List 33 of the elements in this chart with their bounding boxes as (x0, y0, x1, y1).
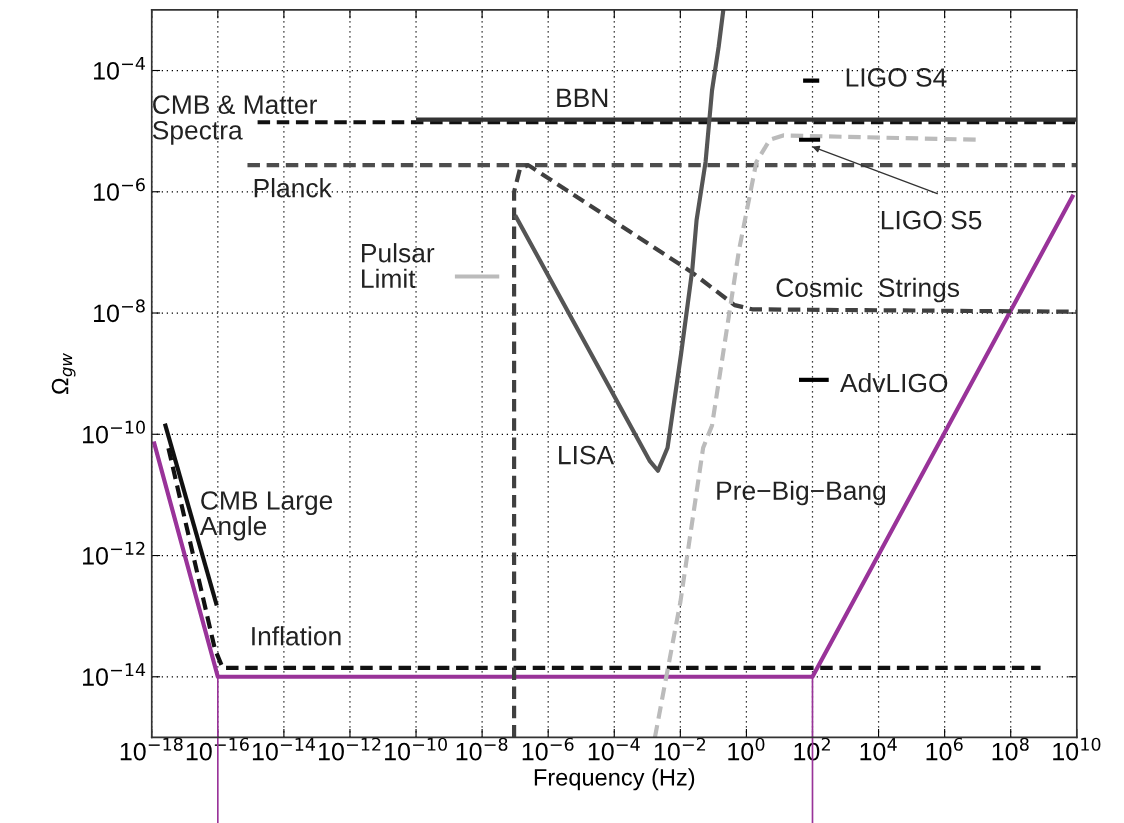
x-tick-label: 10$^{−10}$ (385, 737, 447, 761)
annotation: LIGO S5 (881, 210, 982, 230)
annotation: BBN (557, 88, 608, 107)
annotation: Pre−Big−Bang (717, 480, 886, 506)
annotation: LIGO S4 (846, 68, 947, 87)
x-tick-label: 10$^{8}$ (992, 737, 1029, 761)
x-tick-label: 10$^{−4}$ (588, 737, 640, 761)
x-tick-label: 10$^{10}$ (1053, 737, 1101, 761)
annotation: Cosmic Strings (776, 277, 960, 303)
x-tick-label: 10$^{−18}$ (120, 737, 183, 761)
x-tick-label: 10$^{−6}$ (522, 737, 574, 761)
x-tick-label: 10$^{6}$ (926, 737, 963, 761)
annotation: Inflation (252, 626, 341, 646)
annotation: LISA (559, 445, 615, 465)
annotation: CMB & Matter Spectra (152, 95, 317, 145)
x-tick-label: 10$^{−2}$ (654, 737, 706, 761)
annotation: CMB Large Angle (199, 491, 333, 541)
annotation: Pulsar Limit (362, 243, 435, 288)
y-tick-label: 10$^{−14}$ (83, 663, 146, 686)
y-tick-label: 10$^{−4}$ (94, 57, 145, 80)
x-tick-label: 10$^{0}$ (728, 737, 765, 761)
y-tick-label: 10$^{−10}$ (83, 420, 145, 444)
x-tick-label: 10$^{−14}$ (252, 737, 316, 761)
x-tick-label: 10$^{−12}$ (319, 737, 381, 761)
y-tick-label: 10$^{−8}$ (94, 299, 145, 323)
x-tick-label: 10$^{−8}$ (456, 737, 508, 761)
y-axis-title: Ω$_{gw}$ (51, 353, 76, 395)
x-tick-label: 10$^{4}$ (860, 737, 897, 761)
annotation: Planck (254, 178, 332, 198)
y-tick-label: 10$^{−12}$ (83, 541, 145, 565)
x-axis-title: Frequency (Hz) (534, 768, 695, 791)
annotation: AdvLIGO (840, 372, 948, 393)
y-tick-label: 10$^{−6}$ (94, 178, 145, 201)
